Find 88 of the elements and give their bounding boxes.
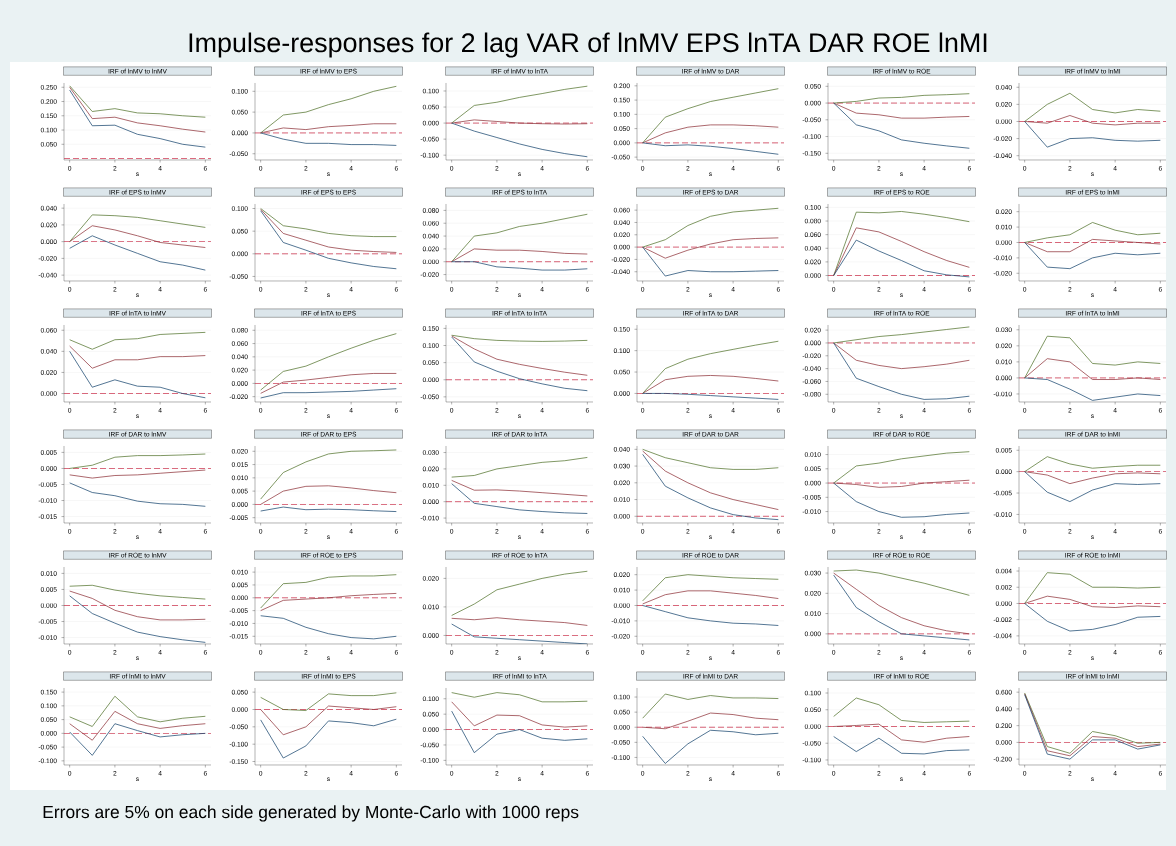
line-series xyxy=(1024,115,1161,126)
line-series xyxy=(833,697,970,723)
line-series xyxy=(833,227,970,276)
line-series xyxy=(69,723,206,756)
line-series xyxy=(451,457,588,478)
line-series xyxy=(451,122,588,158)
line-series xyxy=(642,237,779,259)
line-series xyxy=(260,208,397,237)
line-series xyxy=(260,85,397,134)
line-series xyxy=(451,336,588,392)
line-series xyxy=(833,239,970,278)
line-series xyxy=(260,333,397,391)
line-series xyxy=(69,584,206,600)
line-series xyxy=(69,595,206,643)
line-series xyxy=(69,345,206,369)
line-series xyxy=(642,448,779,470)
line-series xyxy=(69,350,206,399)
line-series xyxy=(260,123,397,134)
line-series xyxy=(451,248,588,263)
line-series xyxy=(642,142,779,155)
line-series xyxy=(1024,335,1161,379)
line-series xyxy=(642,605,779,626)
line-series xyxy=(642,207,779,248)
line-series xyxy=(451,692,588,703)
line-series xyxy=(1024,471,1161,502)
line-series xyxy=(833,723,970,743)
line-series xyxy=(1024,456,1161,473)
line-series xyxy=(260,373,397,394)
line-series xyxy=(1024,242,1161,270)
line-series xyxy=(833,736,970,755)
line-series xyxy=(642,124,779,144)
line-series xyxy=(642,450,779,510)
line-series xyxy=(833,342,970,400)
line-series xyxy=(69,453,206,469)
line-series xyxy=(69,590,206,621)
line-series xyxy=(1024,239,1161,253)
line-series xyxy=(69,89,206,148)
line-series xyxy=(69,86,206,133)
line-series xyxy=(642,693,779,719)
line-series xyxy=(69,710,206,741)
line-series xyxy=(1024,471,1161,485)
text: Impulse-responses for 2 lag VAR of lnMV EPS lnTA DAR ROE lnMI xyxy=(189,32,987,58)
line-series xyxy=(833,482,970,518)
line-series xyxy=(451,710,588,754)
line-series xyxy=(260,132,397,146)
line-series xyxy=(1024,222,1161,243)
line-series xyxy=(260,210,397,270)
line-series xyxy=(69,235,206,271)
line-series xyxy=(1024,92,1161,122)
line-series xyxy=(451,85,588,124)
line-series xyxy=(833,342,970,369)
line-series xyxy=(451,335,588,376)
line-series xyxy=(451,701,588,728)
line-series xyxy=(1024,121,1161,148)
line-series xyxy=(260,574,397,609)
line-series xyxy=(642,453,779,521)
line-series xyxy=(1024,572,1161,604)
line-series xyxy=(451,334,588,342)
line-series xyxy=(833,93,970,104)
line-series xyxy=(642,375,779,394)
line-series xyxy=(642,246,779,277)
line-series xyxy=(451,483,588,514)
line-series xyxy=(260,209,397,253)
line-series xyxy=(260,615,397,640)
line-series xyxy=(69,85,206,118)
line-series xyxy=(451,261,588,271)
line-series xyxy=(833,102,970,149)
line-series xyxy=(642,340,779,394)
line-series xyxy=(1024,358,1161,380)
line-series xyxy=(260,705,397,736)
line-series xyxy=(642,88,779,144)
text: Errors are 5% on each side generated by Monte-Carlo with 1000 reps xyxy=(43,805,579,822)
line-series xyxy=(642,729,779,764)
line-series xyxy=(833,102,970,119)
line-series xyxy=(833,479,970,488)
line-series xyxy=(1024,595,1161,608)
line-series xyxy=(642,712,779,730)
line-series xyxy=(260,692,397,711)
line-series xyxy=(260,485,397,505)
line-series xyxy=(69,482,206,507)
line-series xyxy=(260,449,397,500)
line-series xyxy=(69,695,206,727)
line-series xyxy=(1024,377,1161,401)
line-series xyxy=(260,718,397,759)
line-series xyxy=(260,593,397,611)
line-series xyxy=(1024,603,1161,632)
line-series xyxy=(642,590,779,605)
line-series xyxy=(451,570,588,616)
